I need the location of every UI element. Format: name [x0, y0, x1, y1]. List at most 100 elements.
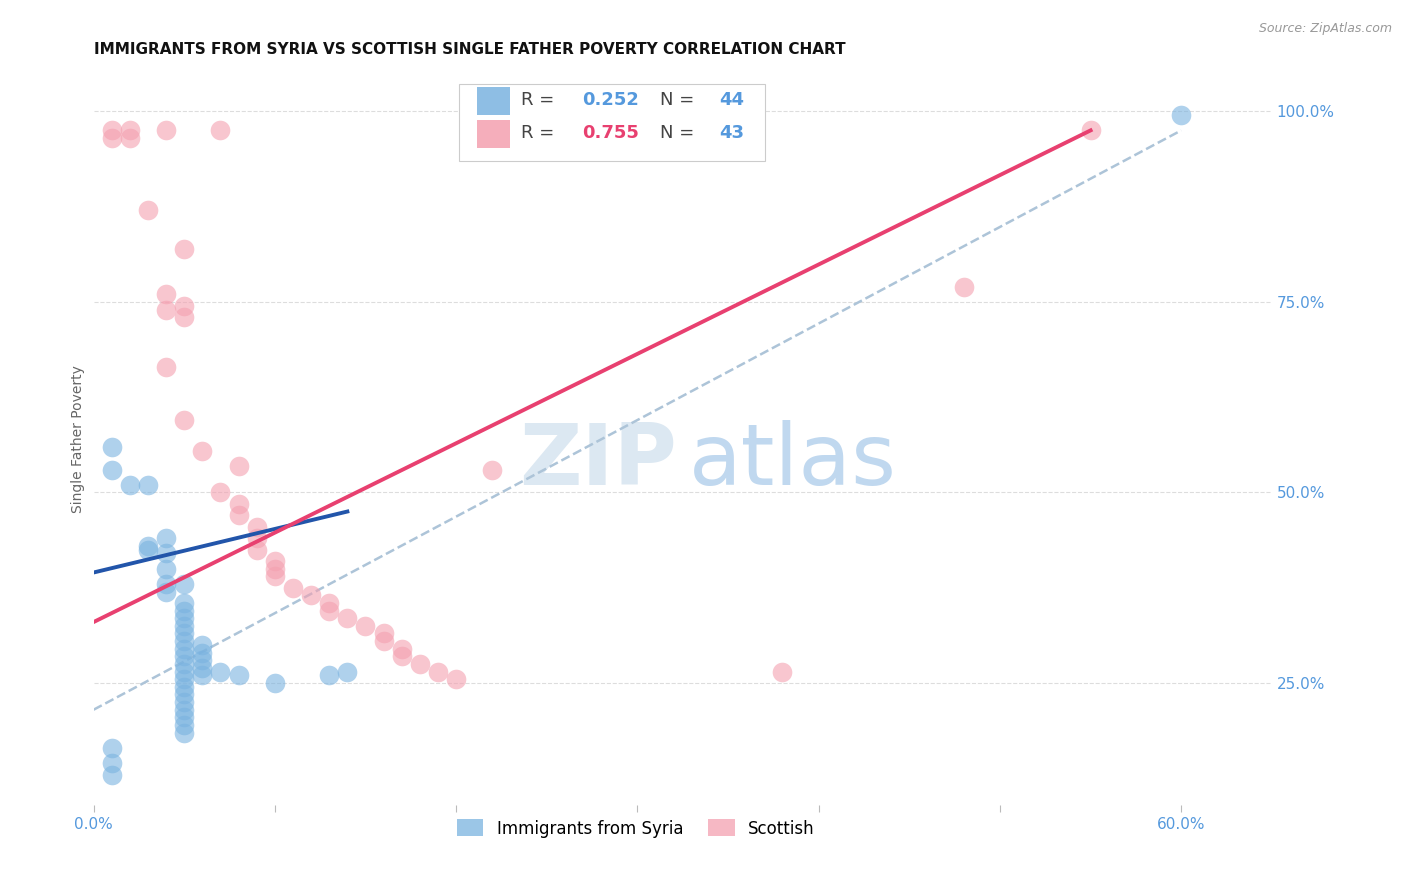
- Point: [173, 688, 195, 702]
- Point: [173, 665, 195, 679]
- Point: [173, 695, 195, 709]
- Point: [191, 646, 214, 660]
- Point: [263, 554, 285, 568]
- Point: [173, 299, 195, 313]
- Point: [263, 562, 285, 576]
- Point: [155, 287, 177, 301]
- Point: [100, 440, 122, 454]
- Point: [173, 649, 195, 664]
- Point: [191, 638, 214, 652]
- Point: [136, 542, 159, 557]
- Text: R =: R =: [522, 91, 561, 110]
- Point: [1080, 123, 1102, 137]
- Point: [246, 542, 269, 557]
- Text: 0.252: 0.252: [582, 91, 640, 110]
- Point: [209, 485, 232, 500]
- Point: [391, 641, 413, 656]
- Point: [173, 626, 195, 640]
- Point: [136, 539, 159, 553]
- Point: [100, 767, 122, 781]
- Point: [173, 703, 195, 717]
- Point: [155, 584, 177, 599]
- Point: [155, 302, 177, 317]
- Point: [246, 531, 269, 545]
- Point: [373, 626, 395, 640]
- Legend: Immigrants from Syria, Scottish: Immigrants from Syria, Scottish: [450, 813, 821, 844]
- Point: [336, 665, 359, 679]
- Point: [118, 478, 141, 492]
- Point: [481, 462, 503, 476]
- FancyBboxPatch shape: [458, 84, 765, 161]
- Point: [173, 680, 195, 694]
- Point: [118, 123, 141, 137]
- Point: [155, 123, 177, 137]
- Point: [354, 619, 377, 633]
- Point: [299, 588, 322, 602]
- Point: [228, 497, 250, 511]
- Point: [772, 665, 794, 679]
- Point: [155, 359, 177, 374]
- Point: [173, 634, 195, 648]
- Point: [155, 546, 177, 560]
- Point: [173, 577, 195, 591]
- Point: [336, 611, 359, 625]
- Point: [263, 676, 285, 690]
- FancyBboxPatch shape: [477, 87, 509, 115]
- Text: N =: N =: [661, 91, 700, 110]
- Point: [318, 596, 340, 610]
- Text: 0.755: 0.755: [582, 124, 640, 142]
- Point: [373, 634, 395, 648]
- Point: [209, 123, 232, 137]
- Point: [427, 665, 450, 679]
- Point: [173, 310, 195, 325]
- Point: [191, 653, 214, 667]
- Point: [391, 649, 413, 664]
- Point: [1170, 108, 1192, 122]
- Point: [173, 657, 195, 671]
- Point: [155, 577, 177, 591]
- Text: 43: 43: [720, 124, 744, 142]
- Point: [409, 657, 432, 671]
- Point: [173, 619, 195, 633]
- Point: [118, 131, 141, 145]
- Point: [155, 531, 177, 545]
- Point: [952, 279, 974, 293]
- Text: Source: ZipAtlas.com: Source: ZipAtlas.com: [1258, 22, 1392, 36]
- Point: [173, 710, 195, 724]
- Point: [173, 725, 195, 739]
- Point: [173, 641, 195, 656]
- Point: [228, 668, 250, 682]
- Point: [173, 596, 195, 610]
- Y-axis label: Single Father Poverty: Single Father Poverty: [72, 365, 86, 513]
- Text: IMMIGRANTS FROM SYRIA VS SCOTTISH SINGLE FATHER POVERTY CORRELATION CHART: IMMIGRANTS FROM SYRIA VS SCOTTISH SINGLE…: [94, 42, 845, 57]
- Point: [100, 123, 122, 137]
- Point: [173, 672, 195, 686]
- Point: [191, 668, 214, 682]
- Point: [228, 508, 250, 523]
- Point: [173, 413, 195, 427]
- Point: [228, 458, 250, 473]
- Point: [173, 604, 195, 618]
- Point: [191, 661, 214, 675]
- Point: [136, 478, 159, 492]
- Text: N =: N =: [661, 124, 700, 142]
- Point: [173, 718, 195, 732]
- Point: [246, 520, 269, 534]
- Point: [100, 740, 122, 755]
- Point: [318, 604, 340, 618]
- Point: [173, 611, 195, 625]
- Point: [263, 569, 285, 583]
- Point: [444, 672, 467, 686]
- Point: [318, 668, 340, 682]
- Text: R =: R =: [522, 124, 561, 142]
- Text: ZIP: ZIP: [519, 419, 676, 502]
- FancyBboxPatch shape: [477, 120, 509, 148]
- Text: 44: 44: [720, 91, 744, 110]
- Point: [173, 242, 195, 256]
- Point: [136, 203, 159, 218]
- Point: [100, 756, 122, 770]
- Point: [209, 665, 232, 679]
- Point: [100, 131, 122, 145]
- Point: [155, 562, 177, 576]
- Text: atlas: atlas: [689, 419, 897, 502]
